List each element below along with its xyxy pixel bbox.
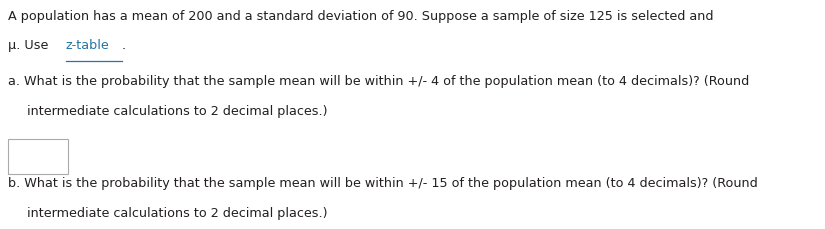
Text: b. What is the probability that the sample mean will be within +/- 15 of the pop: b. What is the probability that the samp… (8, 177, 762, 190)
Text: a. What is the probability that the sample mean will be within +/- 4 of the popu: a. What is the probability that the samp… (8, 75, 753, 88)
Text: z-table: z-table (65, 39, 109, 52)
FancyBboxPatch shape (8, 139, 68, 174)
Text: μ. Use: μ. Use (8, 39, 53, 52)
Text: .: . (122, 39, 126, 52)
Text: intermediate calculations to 2 decimal places.): intermediate calculations to 2 decimal p… (27, 207, 328, 220)
Text: A population has a mean of 200 and a standard deviation of 90. Suppose a sample : A population has a mean of 200 and a sta… (8, 10, 718, 23)
Text: intermediate calculations to 2 decimal places.): intermediate calculations to 2 decimal p… (27, 105, 328, 118)
